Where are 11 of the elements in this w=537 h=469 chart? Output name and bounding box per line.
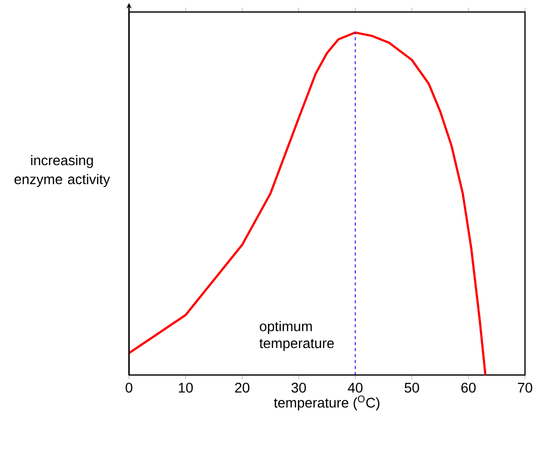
x-tick-label: 20 — [235, 382, 250, 393]
x-tick-label: 50 — [404, 382, 420, 393]
x-axis-title: temperature ($^{O}$C) — [274, 395, 380, 410]
y-axis-title: increasing enzyme activity — [14, 155, 110, 187]
x-tick-label: 10 — [178, 382, 193, 393]
x-tick-label: 40 — [348, 382, 363, 393]
x-tick-label: 70 — [518, 382, 532, 393]
x-tick-label: 30 — [291, 382, 306, 393]
x-tick-label: 0 — [126, 382, 132, 393]
x-tick-label: 60 — [461, 382, 476, 393]
ref-line-label: optimum temperature — [259, 320, 334, 351]
